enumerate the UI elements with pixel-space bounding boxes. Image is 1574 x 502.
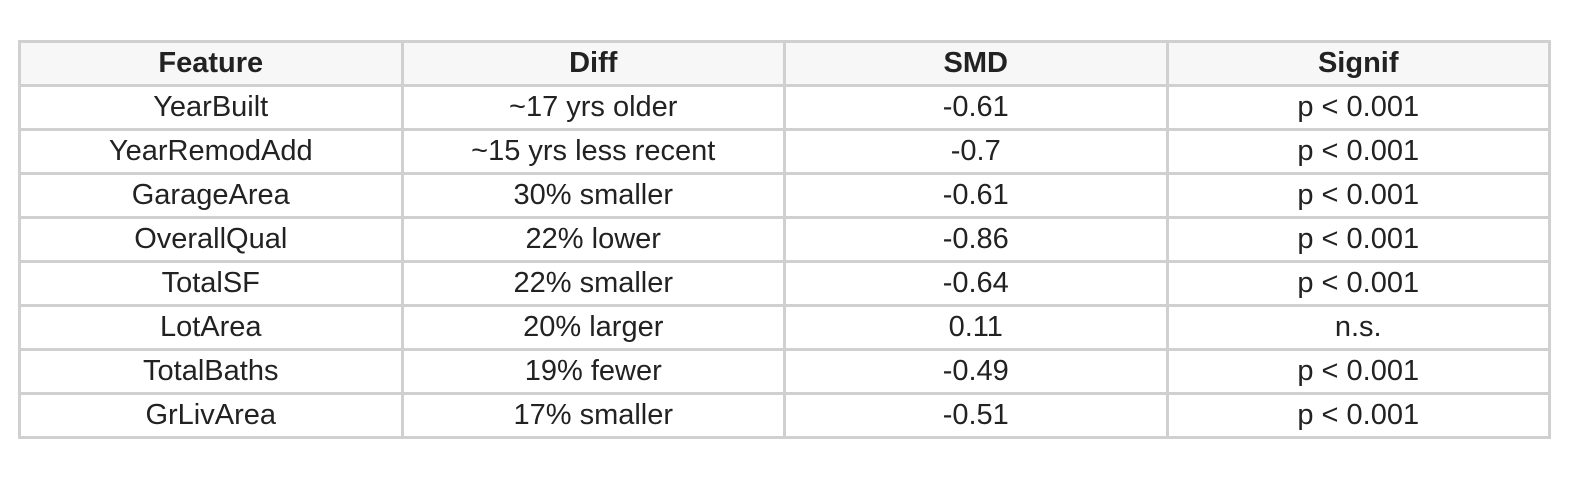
cell-signif: p < 0.001 bbox=[1165, 128, 1551, 175]
cell-smd: -0.64 bbox=[783, 260, 1169, 307]
cell-smd: -0.61 bbox=[783, 172, 1169, 219]
header-signif: Signif bbox=[1165, 40, 1551, 87]
cell-diff: 20% larger bbox=[400, 304, 786, 351]
cell-signif: p < 0.001 bbox=[1165, 392, 1551, 439]
cell-signif: p < 0.001 bbox=[1165, 348, 1551, 395]
cell-diff: ~15 yrs less recent bbox=[400, 128, 786, 175]
cell-feature: LotArea bbox=[18, 304, 404, 351]
cell-diff: 30% smaller bbox=[400, 172, 786, 219]
cell-smd: -0.61 bbox=[783, 84, 1169, 131]
cell-smd: -0.51 bbox=[783, 392, 1169, 439]
cell-diff: 19% fewer bbox=[400, 348, 786, 395]
header-smd: SMD bbox=[783, 40, 1169, 87]
table-header: Feature Diff SMD Signif bbox=[18, 40, 1551, 87]
cell-feature: TotalBaths bbox=[18, 348, 404, 395]
table-body: YearBuilt ~17 yrs older -0.61 p < 0.001 … bbox=[18, 84, 1551, 439]
table-row: YearBuilt ~17 yrs older -0.61 p < 0.001 bbox=[18, 84, 1551, 131]
table-row: YearRemodAdd ~15 yrs less recent -0.7 p … bbox=[18, 128, 1551, 175]
table-row: GrLivArea 17% smaller -0.51 p < 0.001 bbox=[18, 392, 1551, 439]
table-row: LotArea 20% larger 0.11 n.s. bbox=[18, 304, 1551, 351]
cell-diff: 22% smaller bbox=[400, 260, 786, 307]
cell-smd: -0.86 bbox=[783, 216, 1169, 263]
cell-diff: 22% lower bbox=[400, 216, 786, 263]
cell-feature: GrLivArea bbox=[18, 392, 404, 439]
cell-feature: TotalSF bbox=[18, 260, 404, 307]
cell-smd: -0.7 bbox=[783, 128, 1169, 175]
cell-signif: p < 0.001 bbox=[1165, 260, 1551, 307]
header-diff: Diff bbox=[400, 40, 786, 87]
cell-signif: p < 0.001 bbox=[1165, 216, 1551, 263]
cell-diff: ~17 yrs older bbox=[400, 84, 786, 131]
cell-signif: p < 0.001 bbox=[1165, 84, 1551, 131]
cell-smd: -0.49 bbox=[783, 348, 1169, 395]
table-row: TotalSF 22% smaller -0.64 p < 0.001 bbox=[18, 260, 1551, 307]
cell-feature: YearRemodAdd bbox=[18, 128, 404, 175]
cell-signif: n.s. bbox=[1165, 304, 1551, 351]
cell-feature: OverallQual bbox=[18, 216, 404, 263]
comparison-table: Feature Diff SMD Signif YearBuilt ~17 yr… bbox=[18, 40, 1551, 439]
table-row: GarageArea 30% smaller -0.61 p < 0.001 bbox=[18, 172, 1551, 219]
cell-feature: GarageArea bbox=[18, 172, 404, 219]
table-row: TotalBaths 19% fewer -0.49 p < 0.001 bbox=[18, 348, 1551, 395]
cell-feature: YearBuilt bbox=[18, 84, 404, 131]
cell-diff: 17% smaller bbox=[400, 392, 786, 439]
header-row: Feature Diff SMD Signif bbox=[18, 40, 1551, 87]
cell-smd: 0.11 bbox=[783, 304, 1169, 351]
header-feature: Feature bbox=[18, 40, 404, 87]
table-row: OverallQual 22% lower -0.86 p < 0.001 bbox=[18, 216, 1551, 263]
cell-signif: p < 0.001 bbox=[1165, 172, 1551, 219]
